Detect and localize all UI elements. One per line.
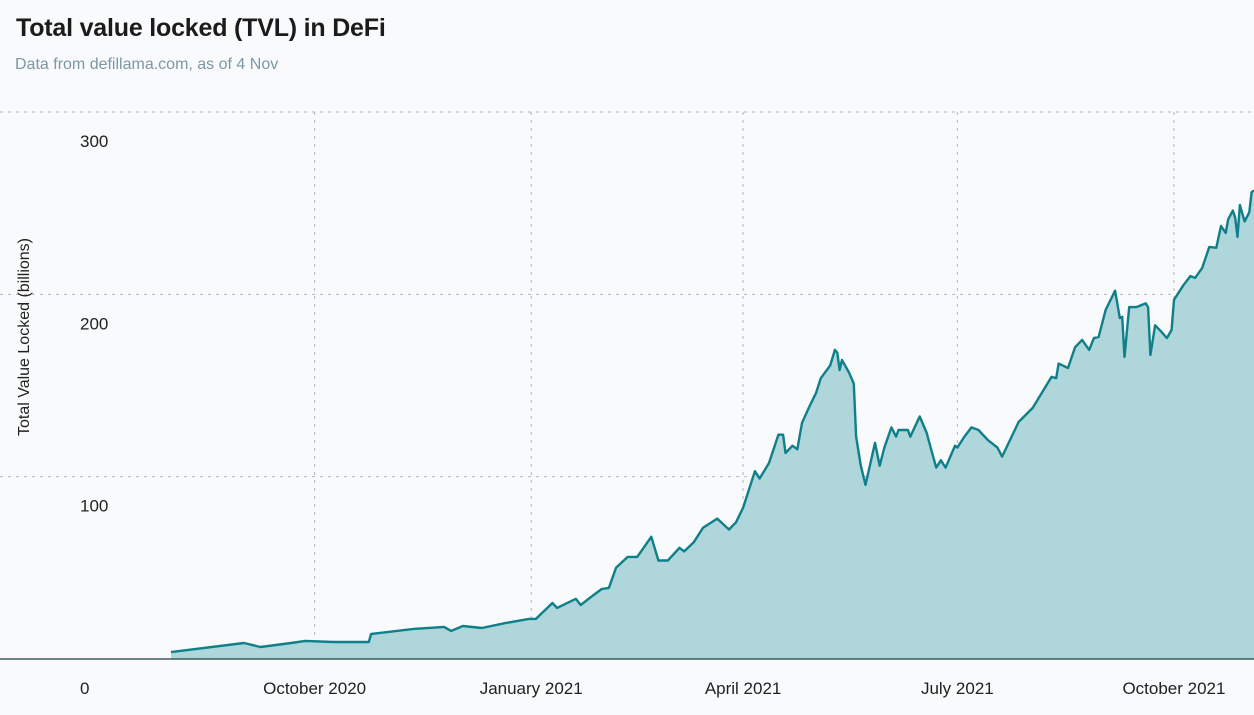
tvl-series-line bbox=[170, 189, 1254, 654]
y-tick-label: 300 bbox=[80, 132, 108, 151]
y-axis-title: Total Value Locked (billions) bbox=[16, 238, 33, 436]
y-tick-label: 100 bbox=[80, 497, 108, 516]
x-tick-label: October 2021 bbox=[1122, 679, 1225, 698]
chart-title: Total value locked (TVL) in DeFi bbox=[16, 14, 386, 42]
tick-labels: 0 100 200 300 October 2020 January 2021 April … bbox=[80, 132, 1225, 698]
x-tick-label: July 2021 bbox=[921, 679, 994, 698]
y-tick-label: 200 bbox=[80, 314, 108, 333]
x-tick-label: January 2021 bbox=[480, 679, 583, 698]
series-marks bbox=[0, 189, 1254, 660]
tvl-area-fill bbox=[171, 190, 1254, 659]
x-tick-label: April 2021 bbox=[705, 679, 782, 698]
chart-subtitle: Data from defillama.com, as of 4 Nov bbox=[15, 56, 279, 73]
x-tick-label: October 2020 bbox=[263, 679, 366, 698]
y-tick-label: 0 bbox=[80, 679, 89, 698]
